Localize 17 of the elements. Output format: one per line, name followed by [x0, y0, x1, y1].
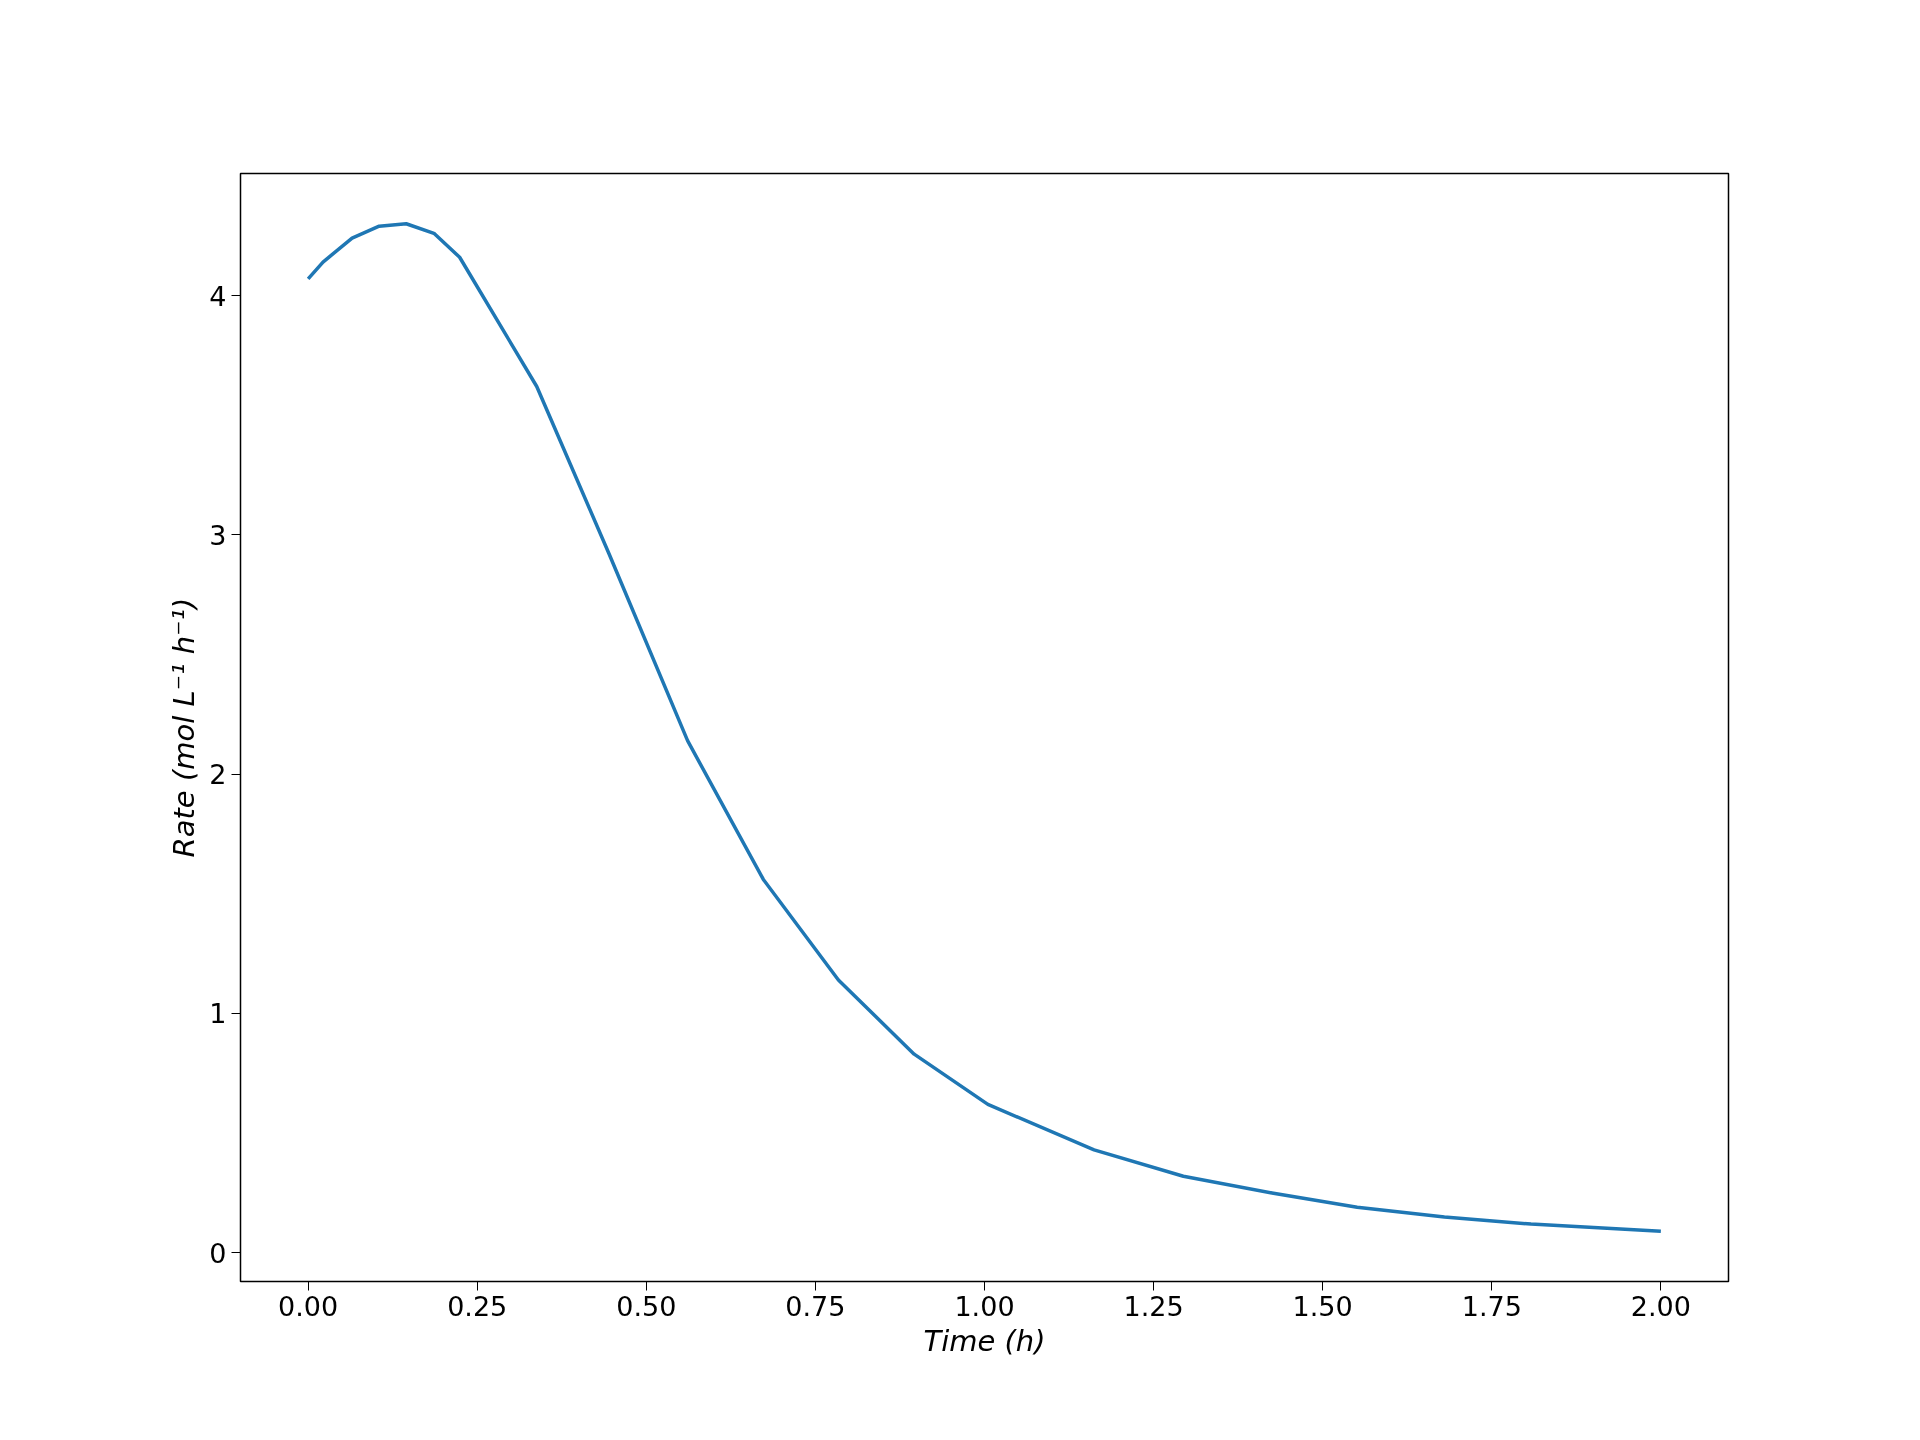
x-tick-label: 1.00 [954, 1290, 1015, 1322]
x-axis-title: Time (h) [923, 1323, 1046, 1358]
y-axis-title: Rate (mol L⁻¹ h⁻¹) [167, 597, 202, 858]
y-tick-label: 2 [209, 759, 227, 791]
x-tick-label: 0.75 [785, 1290, 846, 1322]
y-tick-label: 1 [209, 998, 227, 1030]
x-tick-label: 1.75 [1461, 1290, 1522, 1322]
y-tick-label: 3 [209, 519, 227, 551]
x-tick-label: 0.50 [616, 1290, 677, 1322]
x-tick-label: 0.25 [447, 1290, 508, 1322]
x-tick-label: 1.50 [1292, 1290, 1353, 1322]
y-tick-label: 0 [209, 1237, 227, 1269]
x-tick-label: 0.00 [278, 1290, 339, 1322]
x-tick-label: 1.25 [1123, 1290, 1184, 1322]
x-tick-label: 2.00 [1630, 1290, 1691, 1322]
line-series [306, 222, 1663, 1233]
y-tick-label: 4 [209, 280, 227, 312]
